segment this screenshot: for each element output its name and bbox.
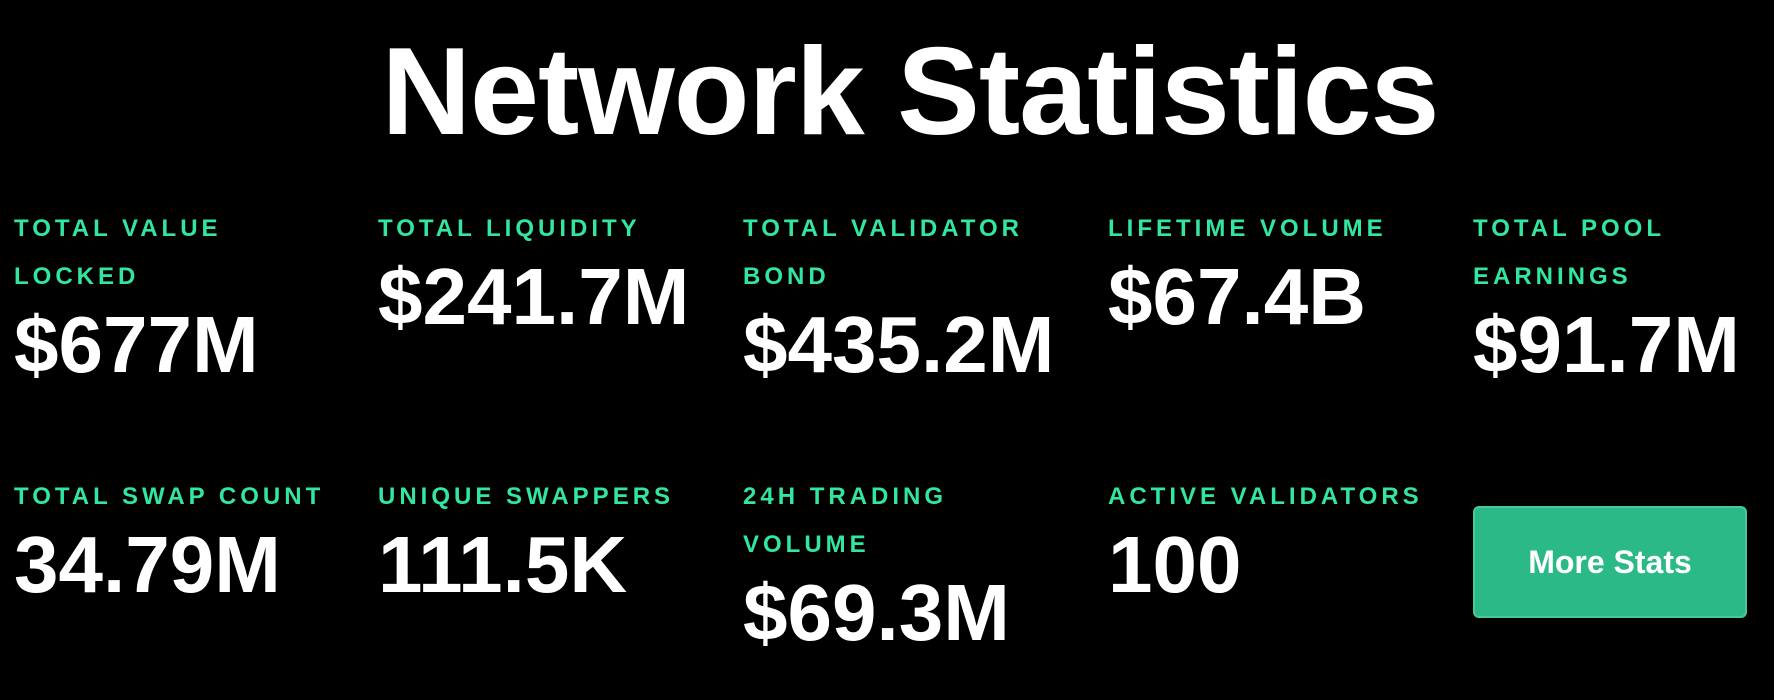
stat-label: Total Validator Bond: [743, 215, 1023, 290]
stat-label: Total Pool Earnings: [1473, 215, 1665, 290]
stat-total-validator-bond: Total Validator Bond $435.2M: [743, 205, 1055, 391]
stat-value: 111.5K: [378, 520, 628, 609]
stat-lifetime-volume: Lifetime Volume $67.4B: [1108, 205, 1448, 343]
stat-value: $91.7M: [1473, 300, 1740, 389]
stat-total-value-locked: Total Value Locked $677M: [14, 205, 274, 391]
stat-value: $241.7M: [378, 252, 690, 341]
stat-value: $69.3M: [743, 568, 1010, 657]
stat-total-liquidity: Total Liquidity $241.7M: [378, 205, 718, 343]
stat-label: Unique Swappers: [378, 483, 675, 510]
stat-label: 24H Trading Volume: [743, 483, 948, 558]
stat-total-pool-earnings: Total Pool Earnings $91.7M: [1473, 205, 1743, 391]
stat-label: Total Liquidity: [378, 215, 641, 242]
stat-label: Active Validators: [1108, 483, 1423, 510]
stat-label: Lifetime Volume: [1108, 215, 1387, 242]
stat-label: Total Swap Count: [14, 483, 325, 510]
stat-unique-swappers: Unique Swappers 111.5K: [378, 473, 718, 611]
page-title: Network Statistics: [381, 23, 1439, 161]
stat-value: $67.4B: [1108, 252, 1366, 341]
stat-value: 100: [1108, 520, 1242, 609]
stat-value: $435.2M: [743, 300, 1055, 389]
stat-active-validators: Active Validators 100: [1108, 473, 1448, 611]
stat-24h-trading-volume: 24H Trading Volume $69.3M: [743, 473, 1010, 659]
stat-label: Total Value Locked: [14, 215, 222, 290]
stat-value: $677M: [14, 300, 259, 389]
more-stats-button[interactable]: More Stats: [1473, 506, 1747, 618]
stat-total-swap-count: Total Swap Count 34.79M: [14, 473, 354, 611]
stat-value: 34.79M: [14, 520, 281, 609]
